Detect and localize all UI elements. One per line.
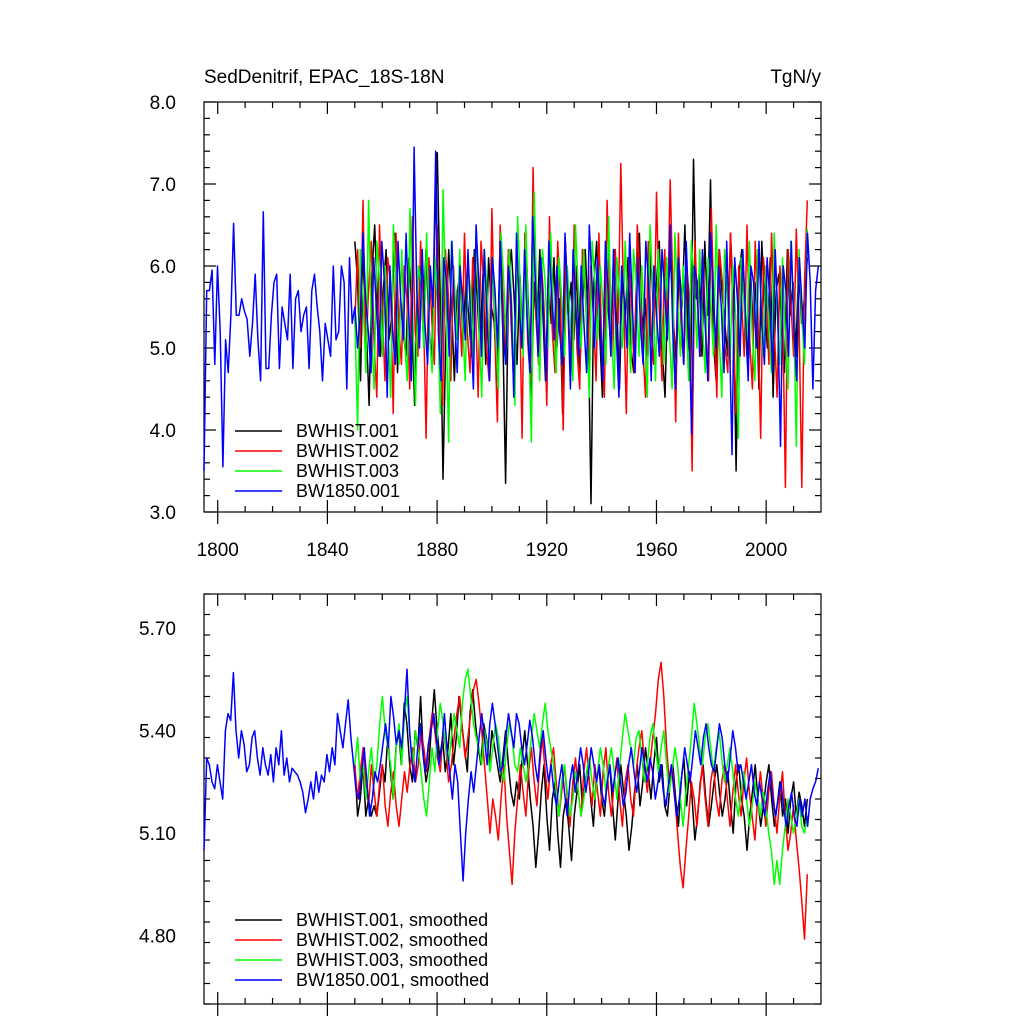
bottom-legend-label-4: BW1850.001, smoothed bbox=[296, 970, 489, 990]
top-series-line-3 bbox=[354, 188, 809, 448]
top-legend-label-3: BWHIST.003 bbox=[296, 461, 399, 481]
bottom-series-line-3 bbox=[354, 668, 809, 886]
bottom-series-group bbox=[203, 661, 820, 940]
bottom-y-ticks: 4.80 5.10 5.40 5.70 bbox=[139, 593, 821, 1005]
top-panel: SedDenitrif, EPAC_18S-18N TgN/y 3.0 4.0 5.… bbox=[150, 67, 822, 561]
top-series-group bbox=[203, 146, 820, 505]
top-legend-label-2: BWHIST.002 bbox=[296, 441, 399, 461]
top-title-left: SedDenitrif, EPAC_18S-18N bbox=[204, 67, 444, 88]
top-series-line-4 bbox=[203, 146, 820, 472]
bottom-series-line-4 bbox=[203, 668, 820, 882]
top-y-tick-label: 7.0 bbox=[150, 175, 176, 196]
top-legend-label-4: BW1850.001 bbox=[296, 481, 400, 501]
top-y-ticks: 3.0 4.0 5.0 6.0 7.0 8.0 bbox=[150, 93, 821, 524]
bottom-legend-label-3: BWHIST.003, smoothed bbox=[296, 950, 488, 970]
bottom-series-line-1 bbox=[354, 688, 809, 869]
top-x-ticks: 1800 1840 1880 1920 1960 2000 bbox=[197, 102, 795, 561]
top-legend-label-1: BWHIST.001 bbox=[296, 421, 399, 441]
bottom-panel: 4.805.105.405.70 BWHIST.001, smoothedBWH… bbox=[139, 593, 822, 1016]
top-y-tick-label: 3.0 bbox=[150, 503, 176, 524]
top-x-tick-label: 1880 bbox=[416, 540, 458, 561]
bottom-y-tick-label: 5.40 bbox=[139, 722, 176, 743]
top-x-tick-label: 1960 bbox=[635, 540, 677, 561]
top-y-tick-label: 6.0 bbox=[150, 257, 176, 278]
bottom-y-tick-label: 5.10 bbox=[139, 824, 176, 845]
top-x-tick-label: 1840 bbox=[306, 540, 348, 561]
top-y-tick-label: 4.0 bbox=[150, 421, 176, 442]
bottom-y-tick-label: 4.80 bbox=[139, 927, 176, 948]
top-x-tick-label: 1800 bbox=[197, 540, 239, 561]
bottom-legend-label-1: BWHIST.001, smoothed bbox=[296, 910, 488, 930]
top-y-tick-label: 8.0 bbox=[150, 93, 176, 114]
top-title-right: TgN/y bbox=[770, 67, 821, 88]
bottom-legend-label-2: BWHIST.002, smoothed bbox=[296, 930, 488, 950]
bottom-x-ticks bbox=[217, 594, 795, 1016]
top-plot-frame bbox=[203, 101, 822, 513]
top-x-tick-label: 2000 bbox=[745, 540, 787, 561]
top-x-tick-label: 1920 bbox=[526, 540, 568, 561]
bottom-y-tick-label: 5.70 bbox=[139, 619, 176, 640]
top-y-tick-label: 5.0 bbox=[150, 339, 176, 360]
